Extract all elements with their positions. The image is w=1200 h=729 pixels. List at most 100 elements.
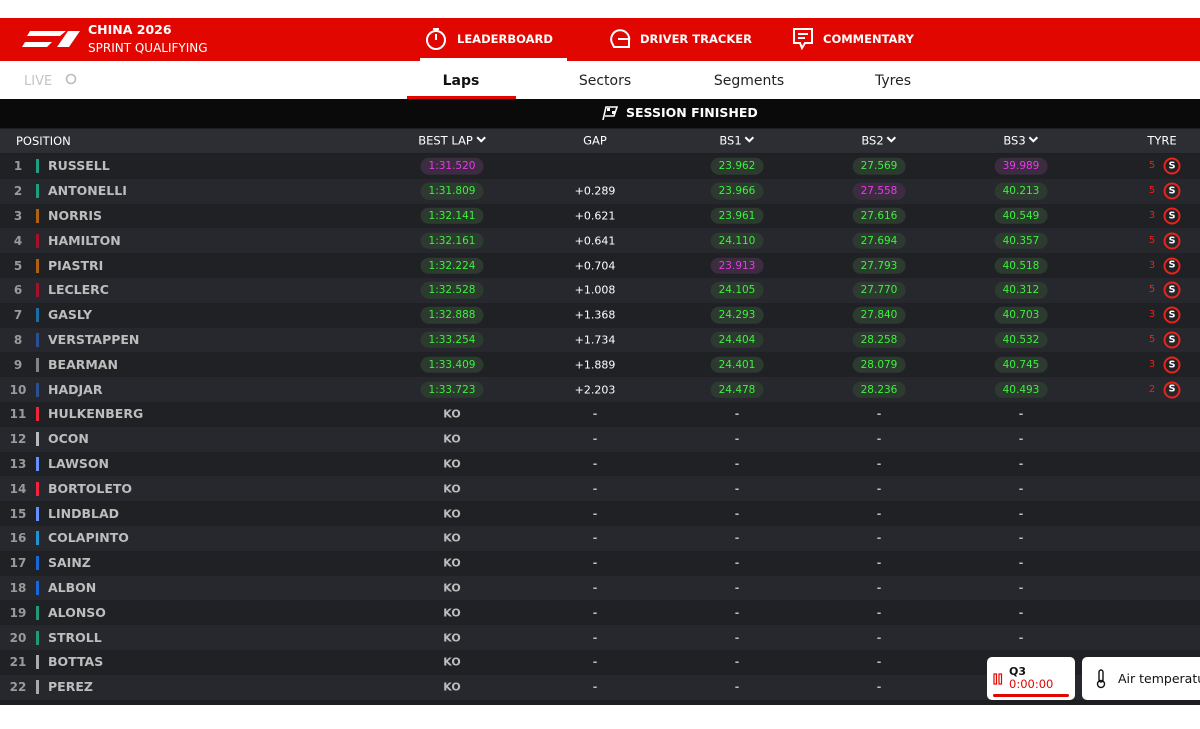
tyre-icon: S [1163, 257, 1181, 275]
column-header[interactable]: BS2 [861, 135, 897, 147]
driver-name: VERSTAPPEN [48, 331, 140, 347]
driver-row[interactable]: 13 LAWSON KO - - - - [0, 451, 1200, 477]
driver-row[interactable]: 9 BEARMAN 1:33.409 +1.889 24.401 28.079 40.745… [0, 352, 1200, 378]
time: - [876, 631, 882, 645]
driver-name: LAWSON [48, 455, 109, 471]
gap: - [592, 432, 598, 446]
team-color-bar [36, 184, 39, 199]
team-color-bar [36, 258, 39, 273]
time: KO [443, 507, 461, 521]
time: - [876, 581, 882, 595]
driver-row[interactable]: 17 SAINZ KO - - - - [0, 550, 1200, 576]
time: - [734, 631, 740, 645]
driver-name: NORRIS [48, 207, 102, 223]
time-pill: 1:32.888 [420, 306, 484, 324]
driver-row[interactable]: 3 NORRIS 1:32.141 +0.621 23.961 27.616 40.549 3… [0, 203, 1200, 229]
driver-row[interactable]: 18 ALBON KO - - - - [0, 575, 1200, 601]
position: 4 [13, 233, 23, 248]
position: 20 [9, 630, 27, 645]
column-header: POSITION [16, 134, 71, 148]
time-pill: 40.532 [994, 331, 1048, 349]
sub-tab[interactable]: Tyres [874, 73, 912, 89]
driver-row[interactable]: 11 HULKENBERG KO - - - - [0, 402, 1200, 427]
driver-row[interactable]: 15 LINDBLAD KO - - - - [0, 501, 1200, 526]
time-pill: 27.616 [852, 207, 906, 225]
driver-row[interactable]: 4 HAMILTON 1:32.161 +0.641 24.110 27.694 40.35… [0, 228, 1200, 254]
time: - [876, 482, 882, 496]
time-pill: 40.213 [994, 182, 1048, 200]
live-label[interactable]: LIVE [24, 74, 53, 89]
time: - [734, 606, 740, 620]
gap: +0.641 [574, 234, 616, 248]
time: KO [443, 631, 461, 645]
driver-row[interactable]: 2 ANTONELLI 1:31.809 +0.289 23.966 27.558 40.2… [0, 178, 1200, 204]
time: KO [443, 655, 461, 669]
column-header[interactable]: BS1 [719, 133, 755, 148]
nav-tab[interactable]: DRIVER TRACKER [640, 32, 752, 46]
time: - [734, 655, 740, 669]
column-label: BS3 [1003, 133, 1026, 148]
time: - [734, 680, 740, 694]
team-color-bar [36, 680, 39, 695]
time: KO [443, 556, 461, 570]
sub-tab[interactable]: Laps [442, 73, 480, 89]
column-header[interactable]: BS3 [1003, 133, 1039, 148]
column-label: TYRE [1147, 133, 1177, 148]
time: - [1018, 457, 1024, 471]
driver-row[interactable]: 10 HADJAR 1:33.723 +2.203 24.478 28.236 40.493… [0, 377, 1200, 402]
sub-tab[interactable]: Sectors [578, 73, 632, 89]
column-header[interactable]: BEST LAP [418, 135, 486, 147]
driver-row[interactable]: 20 STROLL KO - - - - [0, 625, 1200, 650]
team-color-bar [36, 407, 39, 422]
tyre-laps: 5 [1148, 234, 1156, 246]
nav-tab[interactable]: COMMENTARY [823, 32, 914, 46]
team-color-bar [36, 308, 39, 323]
tyre-laps: 5 [1148, 284, 1156, 296]
position: 10 [9, 382, 27, 397]
time: - [734, 507, 740, 521]
position: 18 [9, 580, 27, 595]
driver-name: SAINZ [48, 555, 91, 571]
table-body: 1 RUSSELL 1:31.520 23.962 27.569 39.989 5 S 2 ANT… [0, 154, 1200, 705]
driver-row[interactable]: 7 GASLY 1:32.888 +1.368 24.293 27.840 40.703 3 S [0, 302, 1200, 328]
time-pill: 27.793 [852, 257, 906, 274]
event-subtitle: SPRINT QUALIFYING [88, 41, 208, 55]
driver-name: GASLY [48, 307, 93, 323]
active-tab-indicator [420, 58, 567, 61]
gap: +1.368 [574, 308, 616, 322]
clock-progress [993, 694, 1069, 697]
gap: - [592, 631, 598, 645]
sub-tab[interactable]: Segments [713, 73, 785, 89]
time-pill: 1:32.141 [420, 207, 484, 225]
driver-row[interactable]: 6 LECLERC 1:32.528 +1.008 24.105 27.770 40.312… [0, 278, 1200, 303]
team-color-bar [36, 332, 39, 347]
time: - [1018, 507, 1024, 521]
driver-row[interactable]: 14 BORTOLETO KO - - - - [0, 476, 1200, 502]
active-tab-indicator [407, 96, 516, 99]
time-pill: 27.840 [852, 306, 906, 324]
position: 7 [13, 308, 23, 323]
tyre-icon: S [1163, 281, 1181, 299]
driver-name: ANTONELLI [48, 183, 127, 199]
gap: - [592, 531, 598, 545]
driver-row[interactable]: 16 COLAPINTO KO - - - - [0, 526, 1200, 551]
column-label: BS1 [719, 133, 742, 148]
nav-tab[interactable]: LEADERBOARD [457, 32, 553, 46]
time: - [876, 457, 882, 471]
driver-row[interactable]: 19 ALONSO KO - - - - [0, 600, 1200, 626]
sort-chevron [1028, 136, 1039, 143]
time-pill: 1:31.520 [420, 158, 484, 175]
time-pill: 23.913 [710, 257, 764, 274]
team-color-bar [36, 506, 39, 521]
time-pill: 40.312 [994, 282, 1048, 299]
time-pill: 1:33.723 [420, 381, 484, 398]
position: 9 [13, 357, 23, 372]
time-pill: 40.493 [994, 381, 1048, 398]
driver-row[interactable]: 1 RUSSELL 1:31.520 23.962 27.569 39.989 5 S [0, 154, 1200, 179]
driver-row[interactable]: 12 OCON KO - - - - [0, 426, 1200, 452]
column-header: TYRE [1147, 135, 1176, 147]
driver-row[interactable]: 5 PIASTRI 1:32.224 +0.704 23.913 27.793 40.518… [0, 253, 1200, 278]
time-pill: 24.401 [710, 356, 764, 374]
driver-row[interactable]: 8 VERSTAPPEN 1:33.254 +1.734 24.404 28.258 40.… [0, 327, 1200, 353]
gap: +0.704 [574, 259, 616, 273]
